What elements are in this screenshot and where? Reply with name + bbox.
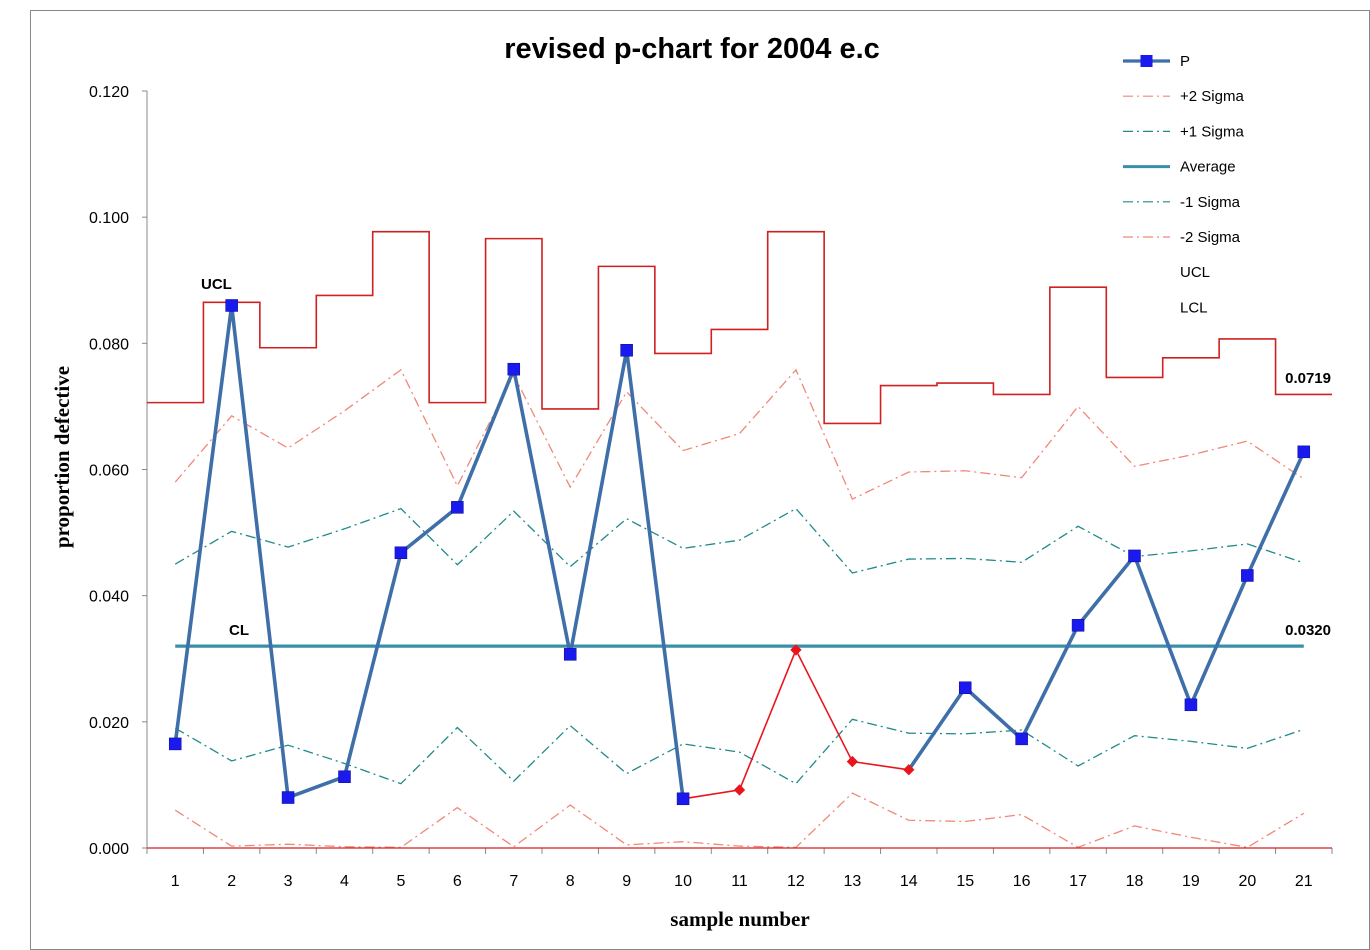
p-point [1015,732,1028,746]
chart-title: revised p-chart for 2004 e.c [504,33,880,65]
x-tick-label: 2 [227,873,236,890]
x-tick-label: 17 [1069,873,1087,890]
series-plus2-line [174,368,1305,501]
y-tick-label: 0.020 [89,715,129,732]
p-point [394,546,408,560]
y-tick-label: 0.100 [89,210,129,227]
x-tick-label: 13 [843,873,861,890]
x-tick-label: 8 [566,873,575,890]
y-tick-label: 0.120 [89,84,129,101]
series-minus1-line [174,718,1304,785]
cl-value-label: 0.0320 [1285,622,1331,639]
p-point [563,648,577,661]
p-point [507,362,521,376]
p-point-out-of-control [733,784,746,796]
p-point [620,344,633,357]
p-point [1297,445,1311,459]
legend-label: Average [1180,159,1236,176]
x-tick-label: 10 [674,873,692,890]
p-point [676,792,690,806]
legend-marker-p [1140,55,1153,67]
label-layer: revised p-chart for 2004 e.c sample numb… [50,33,1331,931]
x-axis-title: sample number [670,907,809,931]
x-tick-label: 21 [1295,873,1313,890]
ucl-annotation: UCL [201,276,232,293]
y-tick-label: 0.000 [89,841,129,858]
x-tick-label: 18 [1126,873,1144,890]
y-tick-label: 0.080 [89,336,129,353]
x-tick-label: 20 [1238,873,1256,890]
x-tick-label: 4 [340,873,349,890]
legend-label: LCL [1180,299,1208,316]
legend-label: -2 Sigma [1180,229,1241,246]
x-tick-label: 6 [453,873,462,890]
x-tick-label: 15 [956,873,974,890]
p-point [1241,569,1254,582]
x-tick-label: 16 [1013,873,1031,890]
p-point-out-of-control [790,644,802,656]
x-tick-label: 5 [396,873,405,890]
legend-label: P [1180,53,1190,70]
p-point [168,737,182,751]
legend: P +2 Sigma +1 Sigma Average -1 Sigma -2 Sigma… [1123,53,1244,316]
series-ucl-line [147,230,1332,425]
p-point-out-of-control [846,755,859,768]
p-point [451,501,464,514]
x-tick-label: 11 [731,873,748,890]
cl-annotation: CL [229,622,249,639]
legend-label: UCL [1180,264,1210,281]
x-tick-label: 14 [900,873,918,890]
x-tick-label: 12 [787,873,805,890]
y-axis-title: proportion defective [50,366,74,548]
p-point [338,770,351,783]
p-point [1128,549,1141,563]
series-p-line [907,451,1306,771]
p-point [958,681,972,695]
x-tick-label: 1 [171,873,180,890]
series-plus1-line [174,507,1304,574]
p-point [1071,619,1085,632]
series-layer [147,230,1332,849]
legend-label: -1 Sigma [1180,194,1241,211]
y-tick-label: 0.040 [89,589,129,606]
p-point-out-of-control [903,764,915,776]
p-point [1184,698,1198,712]
x-tick-label: 7 [509,873,518,890]
legend-label: +2 Sigma [1180,88,1244,105]
p-point [281,791,295,804]
y-tick-label: 0.060 [89,463,129,480]
p-point [225,299,238,312]
ucl-value-label: 0.0719 [1285,370,1331,387]
x-tick-label: 9 [622,873,631,890]
legend-label: +1 Sigma [1180,123,1244,140]
series-minus2-line [174,792,1305,849]
x-tick-label: 3 [284,873,293,890]
x-tick-label: 19 [1182,873,1200,890]
series-p-line [173,303,685,800]
